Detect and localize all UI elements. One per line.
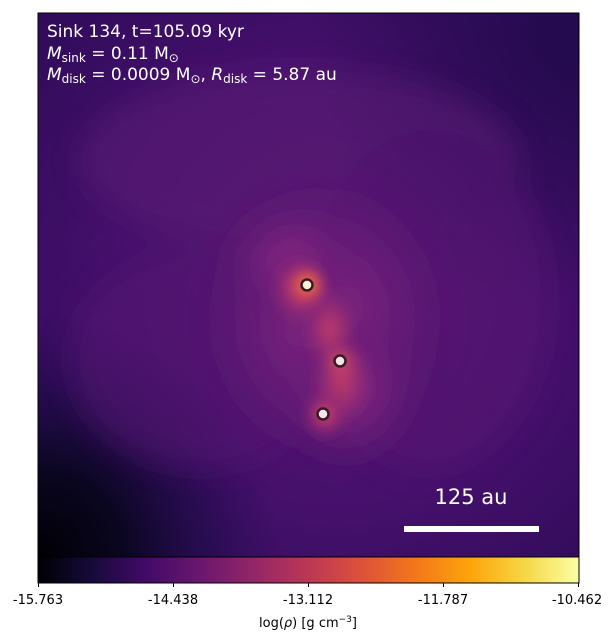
scale-bar-label: 125 au [435,485,508,509]
sink-mass-label: Msink = 0.11 M⊙ [47,44,179,65]
sink-particle-a [300,278,314,292]
sink-particle-c [316,407,330,421]
disk-properties-label: Mdisk = 0.0009 M⊙, Rdisk = 5.87 au [47,65,337,86]
colorbar-tick-label: -13.112 [283,593,333,608]
colorbar: -15.763 -14.438 -13.112 -11.787 -10.462 … [13,556,602,631]
colorbar-tick-label: -14.438 [148,593,198,608]
sink-particle-b [333,354,347,368]
colorbar-ticks [38,583,579,587]
colorbar-tick-label: -15.763 [13,593,63,608]
colorbar-axis-label: log(ρ) [g cm−3] [259,615,357,631]
scale-bar [404,526,539,532]
colorbar-tick-label: -11.787 [418,593,468,608]
colorbar-tick-label: -10.462 [552,593,602,608]
density-map: Sink 134, t=105.09 kyr Msink = 0.11 M⊙ M… [38,13,579,557]
colorbar-gradient [38,557,579,583]
sink-title: Sink 134, t=105.09 kyr [47,22,244,42]
